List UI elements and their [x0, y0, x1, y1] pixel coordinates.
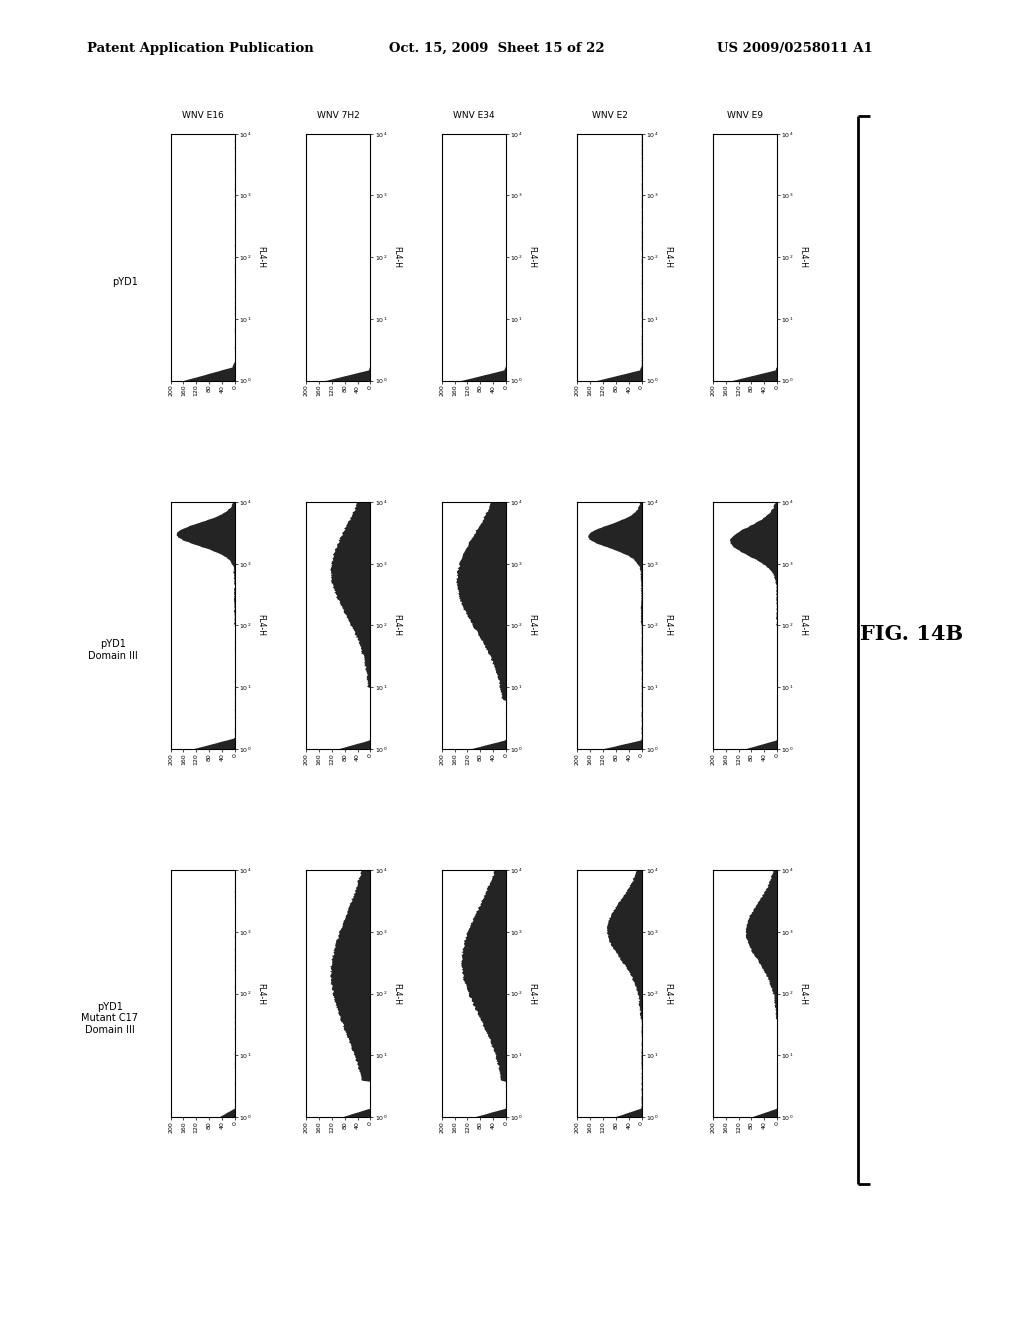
- Y-axis label: FL4-H: FL4-H: [256, 614, 265, 636]
- Text: WNV E9: WNV E9: [727, 111, 763, 120]
- Y-axis label: FL4-H: FL4-H: [664, 246, 672, 268]
- Text: WNV E2: WNV E2: [592, 111, 628, 120]
- Text: FIG. 14B: FIG. 14B: [860, 623, 963, 644]
- Text: Patent Application Publication: Patent Application Publication: [87, 42, 313, 55]
- Y-axis label: FL4-H: FL4-H: [799, 982, 808, 1005]
- Y-axis label: FL4-H: FL4-H: [799, 246, 808, 268]
- Text: WNV 7H2: WNV 7H2: [317, 111, 359, 120]
- Text: WNV E34: WNV E34: [453, 111, 495, 120]
- Y-axis label: FL4-H: FL4-H: [799, 614, 808, 636]
- Text: WNV E16: WNV E16: [182, 111, 223, 120]
- Y-axis label: FL4-H: FL4-H: [256, 246, 265, 268]
- Text: pYD1
Mutant C17
Domain III: pYD1 Mutant C17 Domain III: [81, 1002, 138, 1035]
- Text: Oct. 15, 2009  Sheet 15 of 22: Oct. 15, 2009 Sheet 15 of 22: [389, 42, 605, 55]
- Y-axis label: FL4-H: FL4-H: [664, 982, 672, 1005]
- Y-axis label: FL4-H: FL4-H: [256, 982, 265, 1005]
- Y-axis label: FL4-H: FL4-H: [527, 246, 537, 268]
- Y-axis label: FL4-H: FL4-H: [392, 246, 401, 268]
- Text: US 2009/0258011 A1: US 2009/0258011 A1: [717, 42, 872, 55]
- Y-axis label: FL4-H: FL4-H: [664, 614, 672, 636]
- Y-axis label: FL4-H: FL4-H: [527, 982, 537, 1005]
- Y-axis label: FL4-H: FL4-H: [527, 614, 537, 636]
- Text: pYD1: pYD1: [113, 277, 138, 286]
- Y-axis label: FL4-H: FL4-H: [392, 614, 401, 636]
- Y-axis label: FL4-H: FL4-H: [392, 982, 401, 1005]
- Text: pYD1
Domain III: pYD1 Domain III: [88, 639, 138, 661]
